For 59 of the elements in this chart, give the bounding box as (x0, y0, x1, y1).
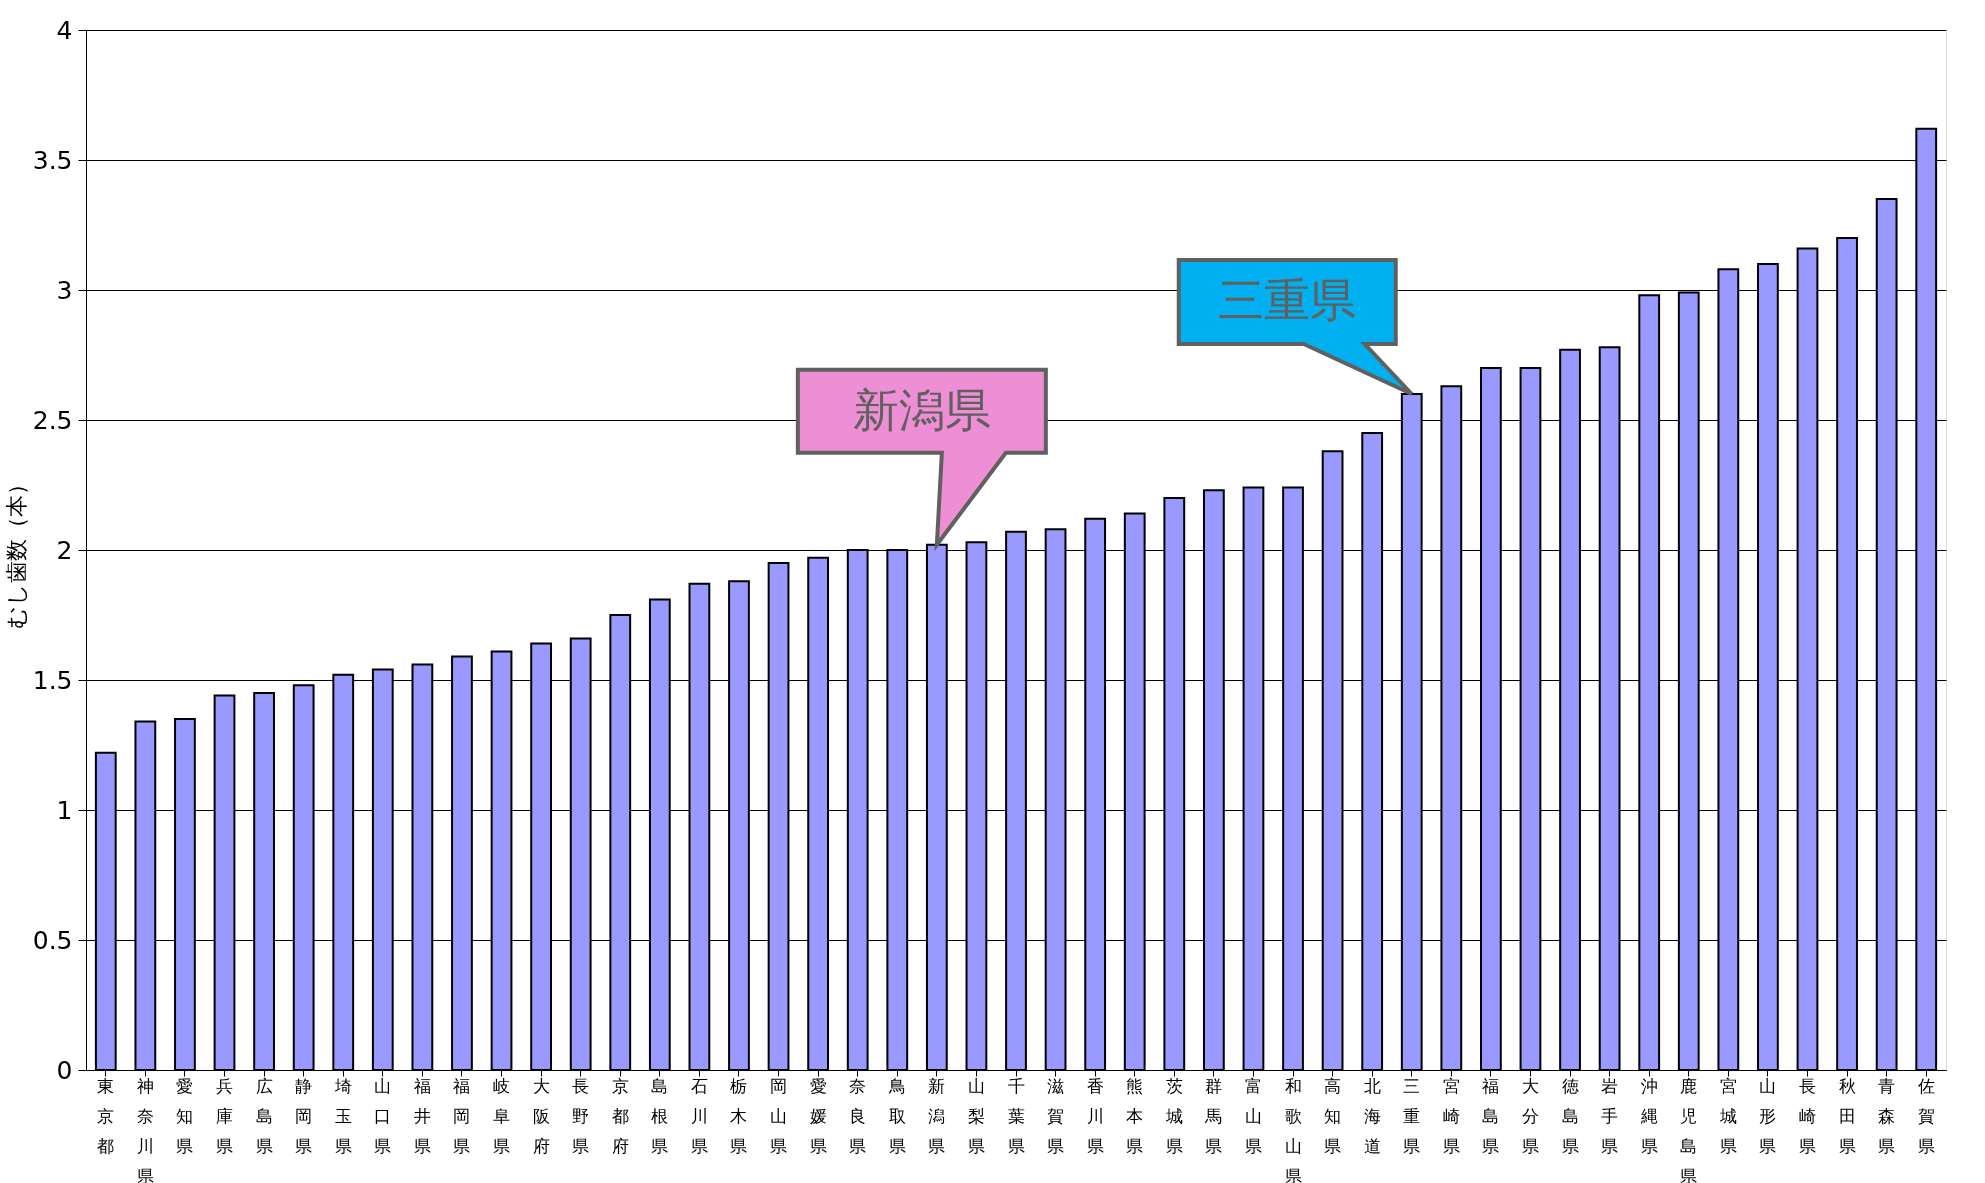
x-tick-label: 静岡県 (295, 1075, 313, 1156)
x-tick-label: 和歌山県 (1284, 1075, 1302, 1183)
x-tick-label: 佐賀県 (1917, 1075, 1935, 1156)
x-tick-label: 長崎県 (1798, 1075, 1816, 1156)
x-tick-label: 徳島県 (1561, 1075, 1579, 1156)
x-tick-label: 沖縄県 (1639, 1075, 1658, 1156)
x-tick-label: 愛知県 (176, 1075, 194, 1156)
x-tick-label: 青森県 (1878, 1075, 1896, 1156)
x-tick-label: 栃木県 (730, 1075, 748, 1156)
y-tick-label: 1 (56, 795, 73, 825)
y-axis-title: むし歯数（本） (3, 472, 29, 629)
y-tick-label: 0 (56, 1055, 73, 1085)
x-tick-label: 岐阜県 (493, 1075, 511, 1156)
x-tick-label: 山梨県 (967, 1075, 985, 1156)
x-tick-label: 広島県 (255, 1075, 273, 1156)
x-tick-label: 京都府 (611, 1075, 629, 1156)
y-tick-label: 2 (56, 535, 73, 565)
x-tick-label: 岡山県 (770, 1075, 788, 1156)
x-tick-label: 東京都 (97, 1075, 115, 1156)
x-tick-label: 千葉県 (1007, 1075, 1025, 1156)
y-tick-label: 1.5 (32, 665, 73, 695)
y-tick-label: 0.5 (32, 925, 73, 955)
x-tick-label: 岩手県 (1601, 1075, 1619, 1156)
x-tick-label: 香川県 (1086, 1075, 1104, 1156)
x-tick-label: 富山県 (1244, 1075, 1262, 1156)
y-tick-label: 3 (56, 275, 73, 305)
x-tick-label: 兵庫県 (216, 1075, 234, 1156)
x-tick-label: 神奈川県 (136, 1075, 154, 1183)
x-tick-label: 愛媛県 (809, 1075, 827, 1156)
x-tick-label: 福島県 (1482, 1075, 1500, 1156)
x-tick-label: 福岡県 (453, 1075, 471, 1156)
annotation: 三重県 (1217, 273, 1356, 327)
x-tick-label: 鳥取県 (887, 1075, 906, 1156)
x-tick-label: 熊本県 (1126, 1075, 1144, 1156)
x-tick-label: 山形県 (1759, 1075, 1777, 1156)
x-tick-label: 大分県 (1521, 1075, 1539, 1156)
y-tick-label: 4 (56, 15, 73, 45)
y-tick-label: 2.5 (32, 405, 73, 435)
x-tick-label: 新潟県 (928, 1075, 946, 1156)
x-tick-label: 滋賀県 (1047, 1075, 1065, 1156)
x-tick-label: 奈良県 (849, 1075, 867, 1156)
x-tick-label: 三重県 (1403, 1075, 1421, 1156)
x-tick-label: 石川県 (690, 1075, 708, 1156)
x-tick-label: 群馬県 (1204, 1075, 1223, 1156)
x-tick-label: 鹿児島県 (1680, 1075, 1698, 1183)
x-tick-label: 高知県 (1324, 1075, 1342, 1156)
x-tick-label: 福井県 (413, 1075, 431, 1156)
x-tick-label: 宮城県 (1718, 1075, 1737, 1156)
x-tick-label: 宮崎県 (1442, 1075, 1460, 1156)
x-tick-label: 埼玉県 (333, 1075, 352, 1156)
annotation: 新潟県 (852, 382, 991, 437)
x-tick-label: 山口県 (374, 1075, 392, 1156)
x-tick-label: 長野県 (572, 1075, 590, 1156)
x-tick-label: 島根県 (651, 1075, 669, 1156)
x-tick-label: 大阪府 (532, 1075, 550, 1156)
y-tick-label: 3.5 (32, 145, 73, 175)
x-tick-label: 北海道 (1363, 1075, 1381, 1156)
x-tick-label: 茨城県 (1164, 1075, 1183, 1156)
x-tick-label: 秋田県 (1838, 1075, 1856, 1156)
